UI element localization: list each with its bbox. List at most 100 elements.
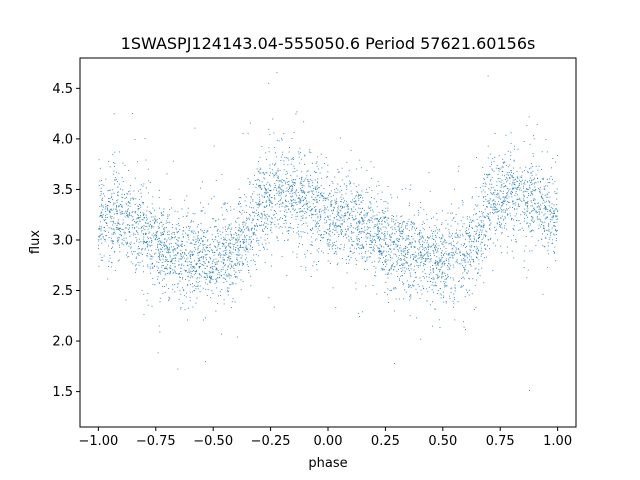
data-point — [98, 239, 100, 240]
data-point — [191, 271, 193, 272]
data-point — [145, 222, 147, 223]
data-point — [130, 246, 132, 248]
data-point — [312, 214, 314, 215]
data-point — [439, 269, 441, 271]
data-point — [464, 253, 465, 255]
data-point — [222, 257, 224, 259]
data-point — [168, 251, 170, 253]
data-point — [232, 283, 234, 285]
data-point — [494, 227, 496, 228]
data-point — [316, 195, 318, 197]
data-point — [464, 267, 466, 269]
data-point — [279, 200, 281, 202]
data-point — [356, 259, 358, 261]
data-point — [414, 251, 416, 253]
data-point — [327, 197, 329, 199]
data-point — [475, 187, 477, 188]
data-point — [400, 275, 402, 277]
data-point — [259, 199, 261, 201]
data-point — [475, 157, 477, 158]
data-point — [249, 248, 251, 250]
data-point — [137, 232, 139, 234]
data-point — [197, 235, 199, 237]
data-point — [220, 237, 222, 239]
data-point — [269, 183, 271, 185]
data-point — [410, 276, 412, 278]
data-point — [288, 184, 290, 186]
data-point — [346, 185, 348, 187]
data-point — [380, 251, 382, 253]
data-point — [501, 174, 503, 176]
data-point — [278, 187, 279, 189]
data-point — [164, 242, 166, 243]
data-point — [283, 160, 285, 162]
data-point — [494, 133, 496, 134]
data-point — [138, 254, 140, 256]
data-point — [531, 192, 533, 194]
data-point — [433, 285, 435, 287]
data-point — [192, 286, 194, 288]
data-point — [476, 257, 478, 259]
data-point — [351, 211, 353, 213]
data-point — [327, 171, 329, 173]
data-point — [106, 225, 108, 227]
data-point — [377, 227, 379, 229]
data-point — [341, 214, 343, 216]
data-point — [409, 285, 411, 287]
data-point — [513, 159, 515, 161]
data-point — [129, 215, 131, 216]
data-point — [477, 204, 479, 206]
data-point — [348, 217, 350, 219]
data-point — [541, 238, 542, 240]
data-point — [440, 238, 442, 240]
data-point — [317, 187, 319, 189]
data-point — [423, 247, 425, 249]
data-point — [130, 247, 132, 249]
data-point — [529, 213, 531, 214]
data-point — [120, 204, 122, 206]
data-point — [502, 158, 504, 160]
data-point — [176, 232, 178, 234]
data-point — [462, 321, 464, 323]
data-point — [509, 176, 511, 178]
data-point — [101, 205, 103, 207]
data-point — [250, 275, 252, 277]
data-point — [480, 187, 482, 189]
data-point — [275, 204, 277, 206]
data-point — [461, 278, 463, 280]
data-point — [171, 233, 173, 235]
data-point — [406, 263, 408, 265]
data-point — [477, 238, 479, 239]
data-point — [384, 221, 386, 223]
data-point — [411, 263, 412, 265]
data-point — [503, 200, 504, 202]
data-point — [276, 180, 278, 181]
data-point — [533, 200, 535, 201]
data-point — [397, 276, 398, 278]
data-point — [392, 262, 394, 264]
data-point — [230, 307, 232, 308]
data-point — [534, 186, 536, 188]
data-point — [270, 229, 271, 231]
data-point — [492, 211, 493, 213]
data-point — [489, 228, 491, 230]
data-point — [129, 242, 131, 244]
data-point — [500, 181, 502, 183]
data-point — [423, 263, 425, 265]
data-point — [435, 284, 437, 286]
data-point — [150, 272, 151, 274]
data-point — [487, 157, 489, 159]
data-point — [237, 254, 239, 256]
data-point — [137, 221, 139, 223]
data-point — [209, 226, 211, 228]
data-point — [500, 191, 502, 192]
data-point — [536, 215, 538, 217]
data-point — [170, 246, 172, 248]
data-point — [258, 193, 260, 195]
data-point — [336, 231, 338, 233]
data-point — [302, 211, 304, 212]
data-point — [384, 260, 386, 262]
data-point — [190, 271, 192, 273]
data-point — [423, 265, 424, 267]
data-point — [204, 244, 206, 245]
